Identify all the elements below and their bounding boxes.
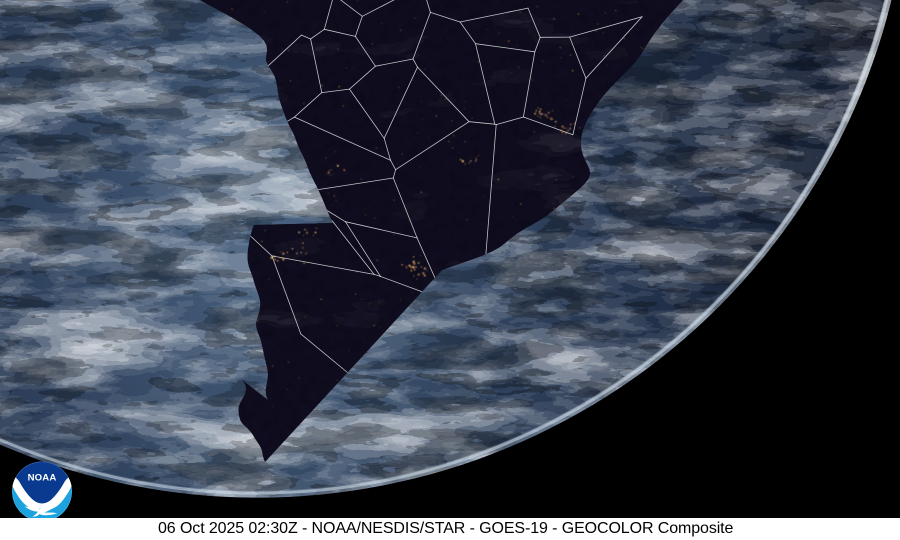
svg-text:NOAA: NOAA xyxy=(28,472,57,483)
